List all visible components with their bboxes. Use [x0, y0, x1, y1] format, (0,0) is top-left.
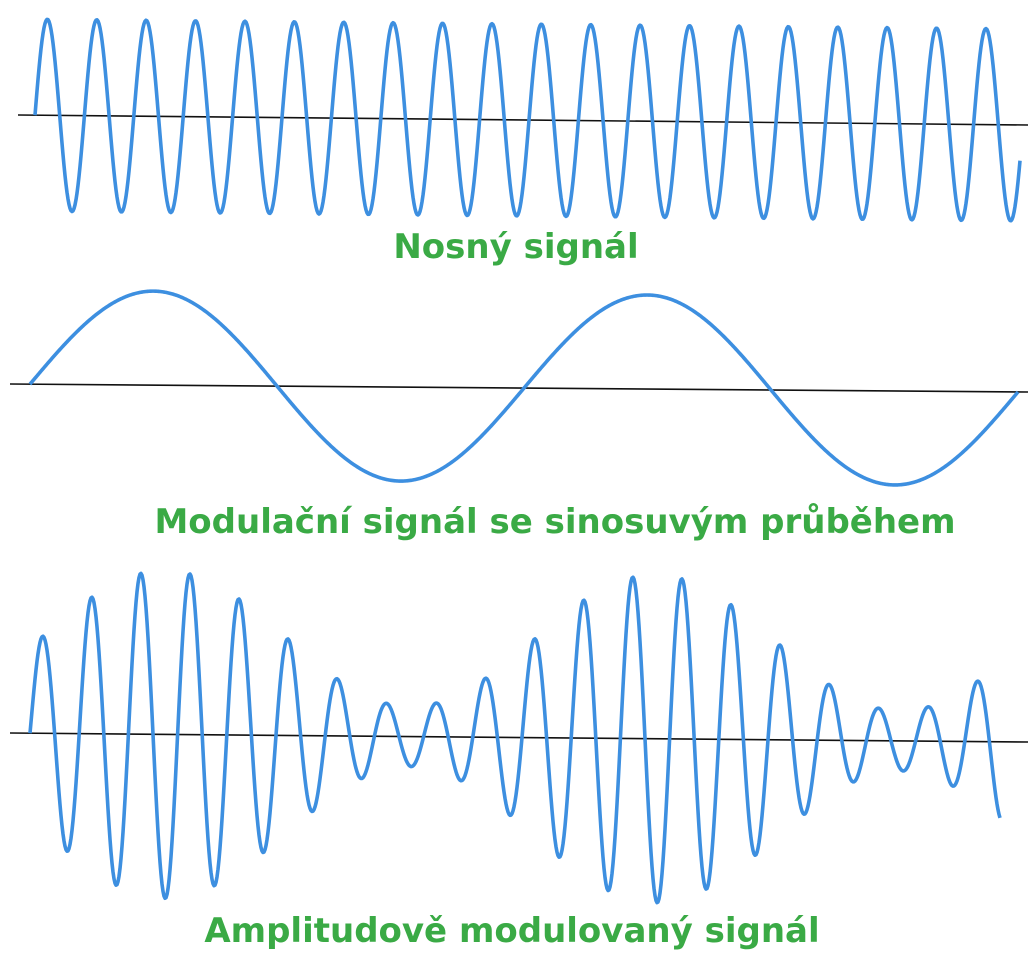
panel-label: Nosný signál: [393, 227, 638, 267]
modulating-wave: [28, 289, 1020, 487]
panel-label: Amplitudově modulovaný signál: [204, 911, 819, 951]
axis-line: [9, 732, 1028, 743]
axis-line: [17, 114, 1028, 126]
panel-label: Modulační signál se sinosuvým průběhem: [154, 502, 955, 542]
carrier-wave: [33, 17, 1022, 223]
axis-line: [9, 383, 1028, 393]
am-wave: [28, 571, 1002, 905]
